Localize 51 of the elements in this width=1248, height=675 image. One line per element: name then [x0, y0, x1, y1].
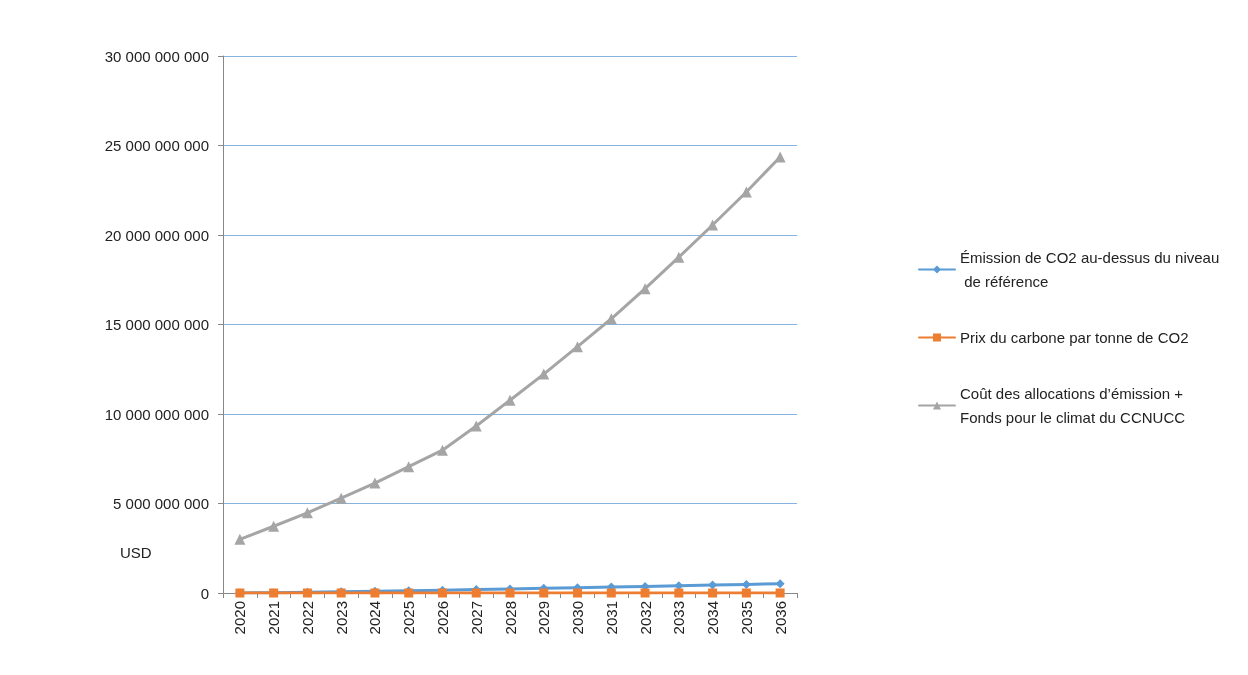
x-tick-label: 2033 [670, 601, 688, 635]
x-tick-label: 2020 [231, 601, 249, 635]
x-tick-label: 2030 [569, 601, 587, 635]
point [268, 520, 280, 532]
legend-label: Prix du carbone par tonne de CO2 [960, 329, 1189, 346]
x-tick-label: 2024 [366, 601, 384, 635]
point [674, 588, 684, 598]
point [741, 588, 751, 598]
point [369, 477, 381, 489]
point [707, 219, 719, 231]
point [640, 588, 650, 598]
y-tick-label: 0 [200, 584, 209, 602]
x-tick-label: 2025 [400, 601, 418, 635]
x-tick-label: 2029 [535, 601, 553, 635]
x-tick-label: 2021 [265, 601, 283, 635]
y-tick-label: 25 000 000 000 [104, 137, 209, 154]
legend-label: Émission de CO2 au-dessus du niveau de référence [960, 249, 1220, 290]
x-tick-label: 2031 [602, 601, 620, 635]
y-axis-title: USD [120, 544, 152, 561]
point [504, 394, 516, 406]
y-tick-label: 5 000 000 000 [113, 495, 209, 512]
x-tick-label: 2032 [636, 601, 654, 635]
y-tick-label: 10 000 000 000 [104, 405, 209, 423]
point [775, 588, 785, 598]
x-tick-label: 2026 [433, 601, 451, 635]
point [301, 507, 313, 519]
y-tick-label: 30 000 000 000 [104, 47, 209, 65]
point [436, 444, 448, 456]
x-tick-label: 2028 [501, 601, 519, 635]
x-tick-label: 2023 [332, 601, 350, 635]
point [538, 368, 550, 380]
point [539, 588, 549, 598]
point [606, 588, 616, 598]
point [505, 588, 515, 598]
point [573, 588, 583, 598]
point [403, 461, 415, 473]
point [775, 579, 785, 589]
point [708, 588, 718, 598]
x-tick-label: 2022 [298, 601, 316, 635]
point [572, 341, 584, 353]
point [335, 492, 347, 504]
point [470, 420, 482, 432]
x-tick-label: 2035 [737, 601, 755, 635]
point [639, 283, 651, 295]
x-tick-label: 2027 [467, 601, 485, 635]
y-tick-label: 15 000 000 000 [104, 316, 209, 333]
x-tick-label: 2034 [704, 601, 722, 635]
y-tick-label: 20 000 000 000 [104, 226, 209, 244]
x-tick-label: 2036 [771, 601, 789, 635]
point [234, 533, 246, 545]
legend-label: Coût des allocations d’émission + Fonds pour le climat du CCNUCC [960, 385, 1188, 426]
